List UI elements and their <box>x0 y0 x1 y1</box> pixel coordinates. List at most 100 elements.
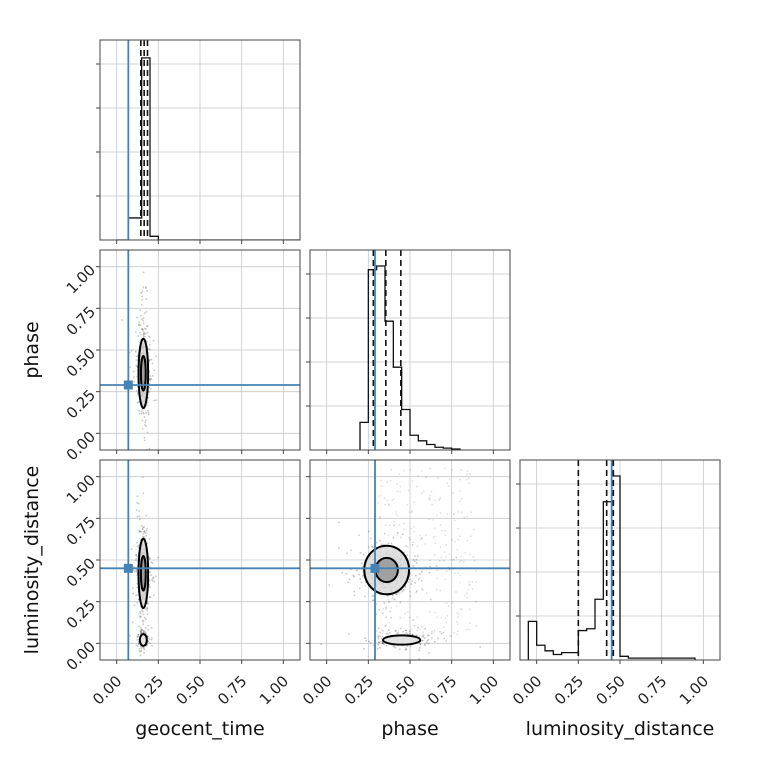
sample-point <box>424 543 427 545</box>
sample-point <box>379 635 382 638</box>
sample-point <box>464 551 467 554</box>
sample-point <box>420 625 423 628</box>
sample-point <box>453 513 456 516</box>
sample-point <box>466 539 469 542</box>
sample-point <box>445 621 448 624</box>
sample-point <box>409 632 412 635</box>
sample-point <box>409 469 412 471</box>
sample-point <box>445 570 448 572</box>
sample-point <box>143 436 146 439</box>
sample-point <box>132 370 135 373</box>
sample-point <box>151 577 154 580</box>
sample-point <box>429 494 432 497</box>
x-axis-label-luminosity-distance: luminosity_distance <box>526 718 715 740</box>
sample-point <box>148 335 150 338</box>
sample-point <box>144 631 147 634</box>
sample-point <box>443 626 445 629</box>
sample-point <box>424 627 427 630</box>
y-tick-label: 1.00 <box>63 471 99 507</box>
sample-point <box>426 640 428 642</box>
sample-point <box>381 635 384 638</box>
sample-point <box>402 630 405 633</box>
sample-point <box>150 637 153 639</box>
sample-point <box>148 336 151 339</box>
sample-point <box>137 594 139 596</box>
sample-point <box>388 524 391 527</box>
sample-point <box>420 537 423 540</box>
sample-point <box>138 321 140 323</box>
sample-point <box>474 600 477 603</box>
sample-point <box>150 626 153 629</box>
sample-point <box>149 379 152 382</box>
sample-point <box>399 491 401 493</box>
sample-point <box>138 518 141 521</box>
sample-point <box>432 518 435 521</box>
sample-point <box>376 647 379 650</box>
sample-point <box>429 565 432 568</box>
sample-point <box>416 545 419 548</box>
sample-point <box>143 536 146 538</box>
sample-point <box>391 594 394 597</box>
sample-point <box>396 593 398 596</box>
sample-point <box>143 630 146 633</box>
histogram-step-phase <box>359 265 461 450</box>
sample-point <box>456 527 459 530</box>
sample-point <box>404 647 407 650</box>
sample-point <box>135 557 138 560</box>
scatter-panel-phase-vs-luminosity-distance: 0.00 0.25 0.50 0.75 1.00 <box>299 459 511 708</box>
sample-point <box>144 421 147 424</box>
sample-point <box>415 561 418 564</box>
sample-point <box>458 613 461 616</box>
sample-point <box>384 503 386 506</box>
sample-point <box>147 624 149 627</box>
sample-point <box>379 646 381 649</box>
sample-point <box>137 633 140 636</box>
sample-point <box>148 390 151 393</box>
sample-point <box>419 538 422 541</box>
sample-point <box>142 333 145 335</box>
y-tick-label: 0.25 <box>63 596 99 632</box>
sample-point <box>360 562 363 565</box>
sample-point <box>459 574 462 577</box>
sample-point <box>345 572 348 575</box>
sample-point <box>417 626 420 629</box>
sample-point <box>418 576 421 579</box>
sample-point <box>456 630 459 633</box>
sample-point <box>136 502 139 504</box>
sample-point <box>379 631 382 634</box>
sample-point <box>468 584 471 587</box>
sample-point <box>436 577 439 580</box>
sample-point <box>395 629 398 632</box>
scatter-points <box>121 271 158 450</box>
sample-point <box>377 637 380 640</box>
sample-point <box>400 536 402 539</box>
sample-point <box>149 377 152 380</box>
sample-point <box>385 624 387 627</box>
sample-point <box>138 530 141 533</box>
sample-point <box>438 559 441 562</box>
sample-point <box>148 378 151 381</box>
sample-point <box>148 359 151 361</box>
sample-point <box>421 469 424 472</box>
sample-point <box>456 633 459 636</box>
sample-point <box>378 608 380 611</box>
sample-point <box>320 643 323 646</box>
sample-point <box>437 477 439 479</box>
sample-point <box>364 637 367 640</box>
sample-point <box>412 618 415 621</box>
sample-point <box>359 552 362 554</box>
sample-point <box>145 287 148 290</box>
sample-point <box>377 495 380 498</box>
x-tick-label: 0.50 <box>382 672 418 708</box>
sample-point <box>466 596 469 599</box>
sample-point <box>404 586 407 588</box>
sample-point <box>413 560 416 563</box>
sample-point <box>460 469 463 472</box>
sample-point <box>390 616 392 619</box>
contour-secondary <box>382 634 422 646</box>
sample-point <box>349 549 352 552</box>
sample-point <box>399 616 402 619</box>
sample-point <box>421 639 423 642</box>
sample-point <box>392 645 395 647</box>
sample-point <box>132 592 135 595</box>
